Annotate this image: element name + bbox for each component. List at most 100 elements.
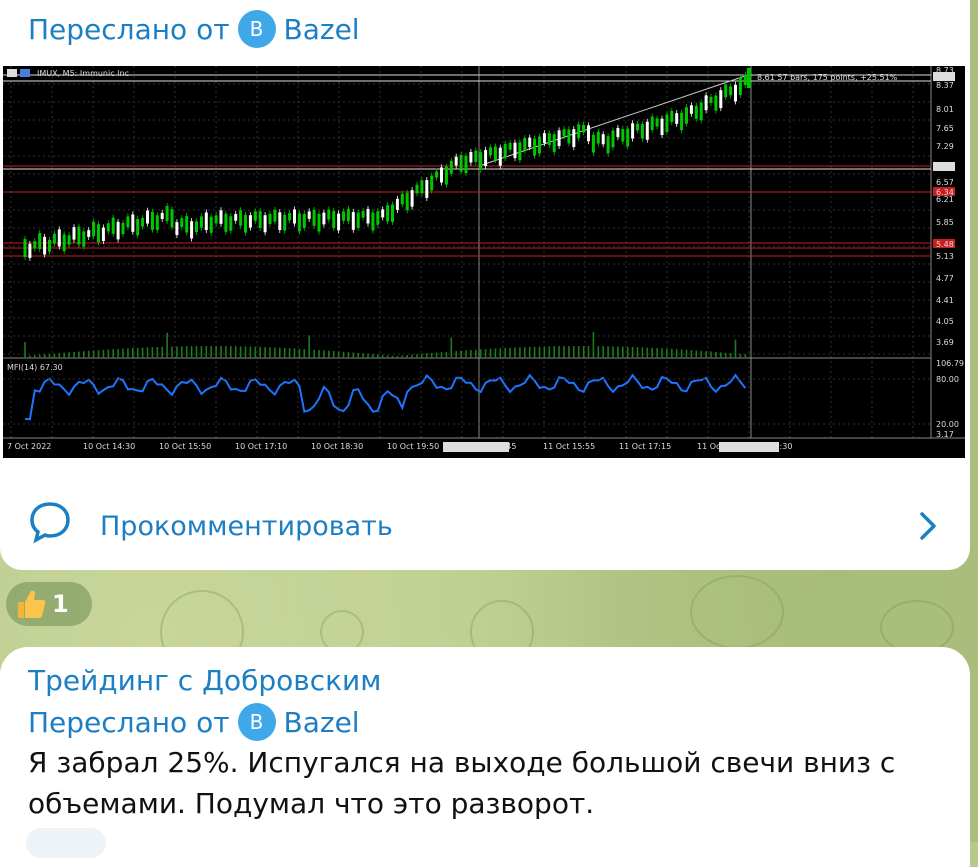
candle-body bbox=[155, 215, 159, 231]
candle-body bbox=[361, 211, 365, 218]
message-text: Я забрал 25%. Испугался на выходе большо… bbox=[28, 746, 896, 820]
volume-bar bbox=[592, 332, 595, 358]
candle-body bbox=[376, 211, 380, 225]
volume-bar bbox=[440, 352, 443, 358]
ruler-label: 8.61 57 bars, 175 points, +25.51% bbox=[757, 73, 898, 82]
candle-body bbox=[106, 223, 110, 232]
candle-body bbox=[28, 243, 32, 258]
volume-bar bbox=[489, 348, 492, 358]
volume-bar bbox=[293, 348, 296, 358]
candle-body bbox=[425, 180, 429, 198]
candle-body bbox=[582, 124, 586, 133]
chart-window-icon bbox=[7, 69, 17, 77]
volume-bar bbox=[685, 349, 688, 358]
volume-bar bbox=[117, 348, 119, 358]
volume-bar bbox=[264, 347, 266, 358]
candle-body bbox=[454, 156, 458, 166]
volume-bar bbox=[626, 346, 629, 358]
volume-bar bbox=[381, 354, 384, 358]
candle-body bbox=[557, 130, 561, 147]
volume-bar bbox=[63, 352, 65, 358]
candle-body bbox=[616, 127, 620, 138]
forwarded-from-name[interactable]: Bazel bbox=[283, 12, 360, 46]
forwarded-header: Переслано от B Bazel bbox=[28, 703, 360, 741]
volume-bar bbox=[195, 346, 198, 358]
volume-bar bbox=[573, 346, 575, 358]
candle-body bbox=[391, 204, 394, 222]
price-tick-label: 4.41 bbox=[936, 296, 954, 305]
volume-bar bbox=[680, 349, 683, 358]
candle-body bbox=[87, 230, 91, 237]
candle-body bbox=[283, 214, 287, 231]
candle-body bbox=[724, 84, 728, 98]
volume-bar bbox=[288, 348, 291, 358]
volume-bar bbox=[421, 353, 423, 358]
candle-body bbox=[351, 211, 355, 230]
candle-body bbox=[258, 211, 262, 228]
price-tag bbox=[933, 162, 955, 171]
candle-body bbox=[278, 212, 282, 231]
candle-body bbox=[263, 215, 267, 233]
price-tag bbox=[933, 239, 955, 248]
forwarded-from-name[interactable]: Bazel bbox=[283, 705, 360, 739]
volume-bar bbox=[720, 352, 722, 358]
candle-body bbox=[611, 130, 615, 148]
candle-body bbox=[165, 205, 169, 221]
volume-bar bbox=[210, 346, 212, 358]
comment-button[interactable]: Прокомментировать bbox=[0, 500, 970, 560]
time-tag bbox=[443, 442, 509, 452]
candle-body bbox=[572, 129, 576, 148]
volume-bar bbox=[190, 346, 193, 358]
price-tick-label: 6.88 bbox=[936, 163, 954, 172]
volume-bar bbox=[215, 346, 217, 358]
volume-bar bbox=[386, 355, 389, 358]
channel-name[interactable]: Трейдинг с Добровским bbox=[28, 664, 382, 697]
mfi-tick-label: 106.79 bbox=[936, 359, 964, 368]
volume-bar bbox=[734, 339, 737, 358]
candle-body bbox=[714, 95, 718, 111]
forwarded-avatar[interactable]: B bbox=[237, 10, 276, 48]
volume-bar bbox=[259, 346, 261, 358]
candle-body bbox=[694, 105, 698, 119]
volume-bar bbox=[29, 355, 31, 358]
volume-bar bbox=[107, 349, 110, 358]
mfi-tick-label: 3.17 bbox=[936, 430, 954, 439]
time-tick-label: 11 Oct 15:55 bbox=[543, 442, 595, 451]
chart-title: IMUX, M5: Immunic Inc bbox=[37, 69, 129, 78]
volume-bar bbox=[342, 351, 345, 358]
reaction-badge[interactable] bbox=[26, 828, 106, 858]
candle-body bbox=[288, 213, 292, 221]
candle-body bbox=[469, 152, 473, 163]
mfi-tick-label: 80.00 bbox=[936, 375, 959, 384]
price-tick-label: 5.48 bbox=[936, 240, 954, 249]
candle-body bbox=[518, 142, 522, 161]
candle-body bbox=[626, 128, 630, 147]
price-tag bbox=[933, 187, 955, 196]
thumbs-up-icon bbox=[18, 590, 46, 618]
forwarded-avatar[interactable]: B bbox=[237, 703, 276, 741]
volume-bar bbox=[558, 346, 560, 358]
volume-bar bbox=[24, 342, 26, 358]
candle-body bbox=[38, 233, 42, 249]
volume-bar bbox=[715, 351, 717, 358]
candle-body bbox=[567, 129, 571, 144]
price-tick-label: 8.01 bbox=[936, 105, 954, 114]
reaction-badge[interactable]: 1 bbox=[6, 582, 92, 626]
volume-bar bbox=[739, 353, 742, 358]
volume-bar bbox=[279, 347, 281, 358]
candle-body bbox=[381, 209, 385, 218]
candle-body bbox=[62, 234, 66, 252]
candle-body bbox=[97, 224, 100, 243]
volume-bar bbox=[391, 355, 394, 358]
candle-body bbox=[542, 133, 546, 143]
volume-bar bbox=[234, 346, 237, 358]
candle-body bbox=[204, 212, 208, 230]
chart-image[interactable]: IMUX, M5: Immunic Inc MFI(14) 67.30 8.61 5… bbox=[3, 66, 965, 458]
candle-body bbox=[136, 218, 140, 236]
candle-body bbox=[342, 211, 345, 221]
volume-bar bbox=[92, 350, 95, 358]
volume-bar bbox=[612, 346, 614, 358]
volume-bar bbox=[460, 350, 462, 358]
candle-body bbox=[655, 118, 659, 127]
candle-body bbox=[719, 90, 723, 109]
